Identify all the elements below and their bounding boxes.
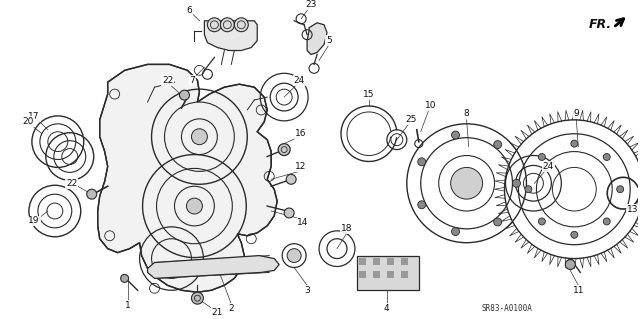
Text: 22: 22 [66, 179, 77, 188]
Bar [387, 257, 394, 264]
Circle shape [604, 218, 610, 225]
Text: FR.: FR. [588, 18, 611, 31]
Bar [359, 271, 366, 278]
Bar [401, 271, 408, 278]
Text: 16: 16 [296, 129, 307, 138]
Text: 11: 11 [573, 286, 584, 295]
Circle shape [287, 249, 301, 263]
Text: 22: 22 [162, 76, 173, 85]
Text: 24: 24 [543, 162, 554, 171]
Circle shape [513, 179, 520, 187]
Text: 3: 3 [304, 286, 310, 295]
Text: 14: 14 [298, 219, 308, 227]
Text: 12: 12 [296, 162, 307, 171]
Bar [387, 271, 394, 278]
Bar [373, 257, 380, 264]
Circle shape [571, 231, 578, 238]
Bar [401, 257, 408, 264]
Text: 23: 23 [305, 0, 317, 10]
Text: 9: 9 [573, 109, 579, 118]
Text: 7: 7 [189, 76, 195, 85]
Bar [373, 271, 380, 278]
Circle shape [493, 141, 502, 149]
Text: 1: 1 [125, 300, 131, 310]
Circle shape [220, 18, 234, 32]
Text: 13: 13 [627, 204, 639, 213]
Circle shape [565, 260, 575, 270]
Circle shape [284, 208, 294, 218]
Circle shape [87, 189, 97, 199]
Polygon shape [98, 64, 277, 292]
Circle shape [538, 153, 545, 160]
Circle shape [121, 274, 129, 282]
Circle shape [186, 198, 202, 214]
Text: 20: 20 [22, 117, 34, 126]
Text: 15: 15 [363, 90, 374, 99]
Text: 24: 24 [294, 76, 305, 85]
Text: 25: 25 [405, 115, 417, 124]
Circle shape [418, 158, 426, 166]
Text: 21: 21 [212, 308, 223, 316]
Text: 4: 4 [384, 304, 390, 313]
Text: 17: 17 [28, 112, 40, 122]
Circle shape [538, 218, 545, 225]
Circle shape [234, 18, 248, 32]
Bar [357, 256, 419, 290]
Circle shape [418, 201, 426, 209]
Text: 10: 10 [425, 101, 436, 110]
Circle shape [525, 186, 532, 193]
Circle shape [278, 144, 290, 156]
Text: 6: 6 [187, 6, 192, 15]
Circle shape [191, 129, 207, 145]
Circle shape [617, 186, 623, 193]
Text: 19: 19 [28, 216, 40, 226]
Text: 2: 2 [228, 304, 234, 313]
Circle shape [207, 18, 221, 32]
Circle shape [452, 227, 460, 235]
Circle shape [493, 218, 502, 226]
Circle shape [451, 167, 483, 199]
Circle shape [571, 140, 578, 147]
Polygon shape [204, 21, 257, 50]
Polygon shape [148, 256, 279, 278]
Bar [359, 257, 366, 264]
Text: 18: 18 [341, 224, 353, 233]
Circle shape [452, 131, 460, 139]
Circle shape [179, 90, 189, 100]
Text: SR83-A0100A: SR83-A0100A [481, 304, 532, 313]
Circle shape [604, 153, 610, 160]
Text: 8: 8 [464, 109, 470, 118]
Circle shape [286, 174, 296, 184]
Circle shape [191, 292, 204, 304]
Polygon shape [307, 23, 327, 55]
Text: 5: 5 [326, 36, 332, 45]
